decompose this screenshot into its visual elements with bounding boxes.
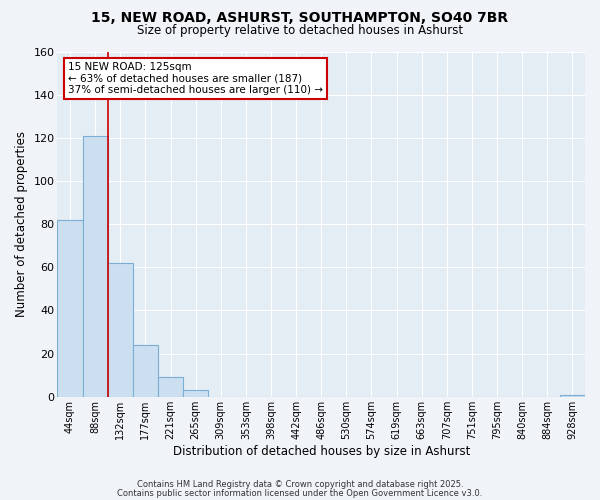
Bar <box>133 345 158 397</box>
Bar <box>108 263 133 397</box>
Y-axis label: Number of detached properties: Number of detached properties <box>15 131 28 317</box>
Text: Contains HM Land Registry data © Crown copyright and database right 2025.: Contains HM Land Registry data © Crown c… <box>137 480 463 489</box>
Bar <box>158 378 183 397</box>
Text: Size of property relative to detached houses in Ashurst: Size of property relative to detached ho… <box>137 24 463 37</box>
Text: 15 NEW ROAD: 125sqm
← 63% of detached houses are smaller (187)
37% of semi-detac: 15 NEW ROAD: 125sqm ← 63% of detached ho… <box>68 62 323 95</box>
Text: Contains public sector information licensed under the Open Government Licence v3: Contains public sector information licen… <box>118 488 482 498</box>
Bar <box>560 394 585 397</box>
Bar <box>58 220 83 397</box>
Text: 15, NEW ROAD, ASHURST, SOUTHAMPTON, SO40 7BR: 15, NEW ROAD, ASHURST, SOUTHAMPTON, SO40… <box>91 11 509 25</box>
Bar <box>83 136 108 397</box>
X-axis label: Distribution of detached houses by size in Ashurst: Distribution of detached houses by size … <box>173 444 470 458</box>
Bar <box>183 390 208 397</box>
